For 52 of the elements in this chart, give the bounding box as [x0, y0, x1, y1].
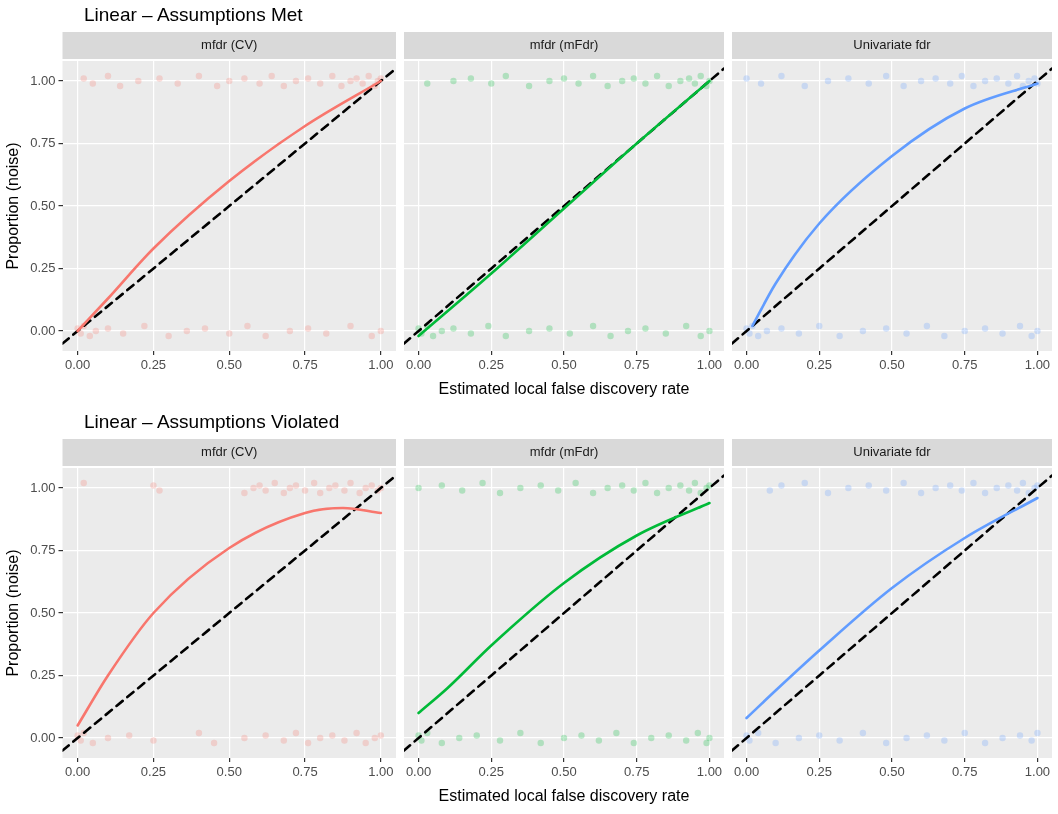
y-tick-label: 0.50 [30, 604, 56, 620]
y-tick-label: 1.00 [30, 72, 56, 88]
x-axis-title: Estimated local false discovery rate [438, 786, 690, 804]
x-tick-label: 1.00 [1024, 764, 1051, 780]
x-axis-title: Estimated local false discovery rate [438, 379, 690, 397]
chart-subtitle: Linear – Assumptions Met [83, 3, 304, 27]
y-tick-label: 0.00 [30, 322, 56, 338]
x-tick-label: 0.50 [879, 764, 905, 780]
x-tick-label: 1.00 [368, 764, 394, 780]
y-tick-label: 0.50 [30, 197, 56, 213]
chart-title: mfdr (CV) [201, 444, 258, 460]
x-tick-label: 0.75 [952, 357, 978, 373]
x-tick-label: 0.00 [733, 357, 760, 373]
x-tick-label: 1.00 [1024, 357, 1051, 373]
x-tick-label: 0.00 [65, 764, 91, 780]
x-tick-label: 0.25 [478, 764, 504, 780]
x-tick-label: 0.00 [733, 764, 760, 780]
y-tick-label: 0.25 [30, 667, 56, 683]
x-tick-label: 0.50 [216, 357, 242, 373]
x-tick-label: 1.00 [368, 357, 394, 373]
y-axis-title: Proportion (noise) [4, 549, 22, 677]
chart-title: mfdr (mFdr) [529, 444, 599, 460]
chart-title: Univariate fdr [853, 444, 932, 460]
x-tick-label: 0.25 [806, 764, 832, 780]
y-tick-label: 0.00 [30, 729, 56, 745]
y-tick-label: 0.25 [30, 260, 56, 276]
x-tick-label: 0.50 [216, 764, 242, 780]
y-tick-label: 0.75 [30, 135, 56, 151]
x-tick-label: 0.75 [624, 764, 650, 780]
chart-title: mfdr (mFdr) [529, 37, 599, 53]
x-tick-label: 0.25 [478, 357, 504, 373]
y-tick-label: 0.75 [30, 542, 56, 558]
x-tick-label: 0.75 [292, 357, 318, 373]
x-tick-label: 1.00 [696, 764, 723, 780]
x-tick-label: 0.75 [952, 764, 978, 780]
chart-title: Univariate fdr [853, 37, 932, 53]
x-tick-label: 0.25 [140, 357, 167, 373]
chart-subtitle: Linear – Assumptions Violated [83, 410, 341, 434]
x-tick-label: 1.00 [696, 357, 723, 373]
x-tick-label: 0.25 [140, 764, 167, 780]
x-tick-label: 0.50 [879, 357, 905, 373]
x-tick-label: 0.25 [806, 357, 832, 373]
chart-title: mfdr (CV) [201, 37, 258, 53]
x-tick-label: 0.75 [292, 764, 318, 780]
y-axis-title: Proportion (noise) [4, 142, 22, 270]
x-tick-label: 0.00 [405, 357, 432, 373]
x-tick-label: 0.50 [551, 764, 577, 780]
x-tick-label: 0.75 [624, 357, 650, 373]
x-tick-label: 0.50 [551, 357, 577, 373]
y-tick-label: 1.00 [30, 479, 56, 495]
x-tick-label: 0.00 [65, 357, 91, 373]
x-tick-label: 0.00 [405, 764, 432, 780]
